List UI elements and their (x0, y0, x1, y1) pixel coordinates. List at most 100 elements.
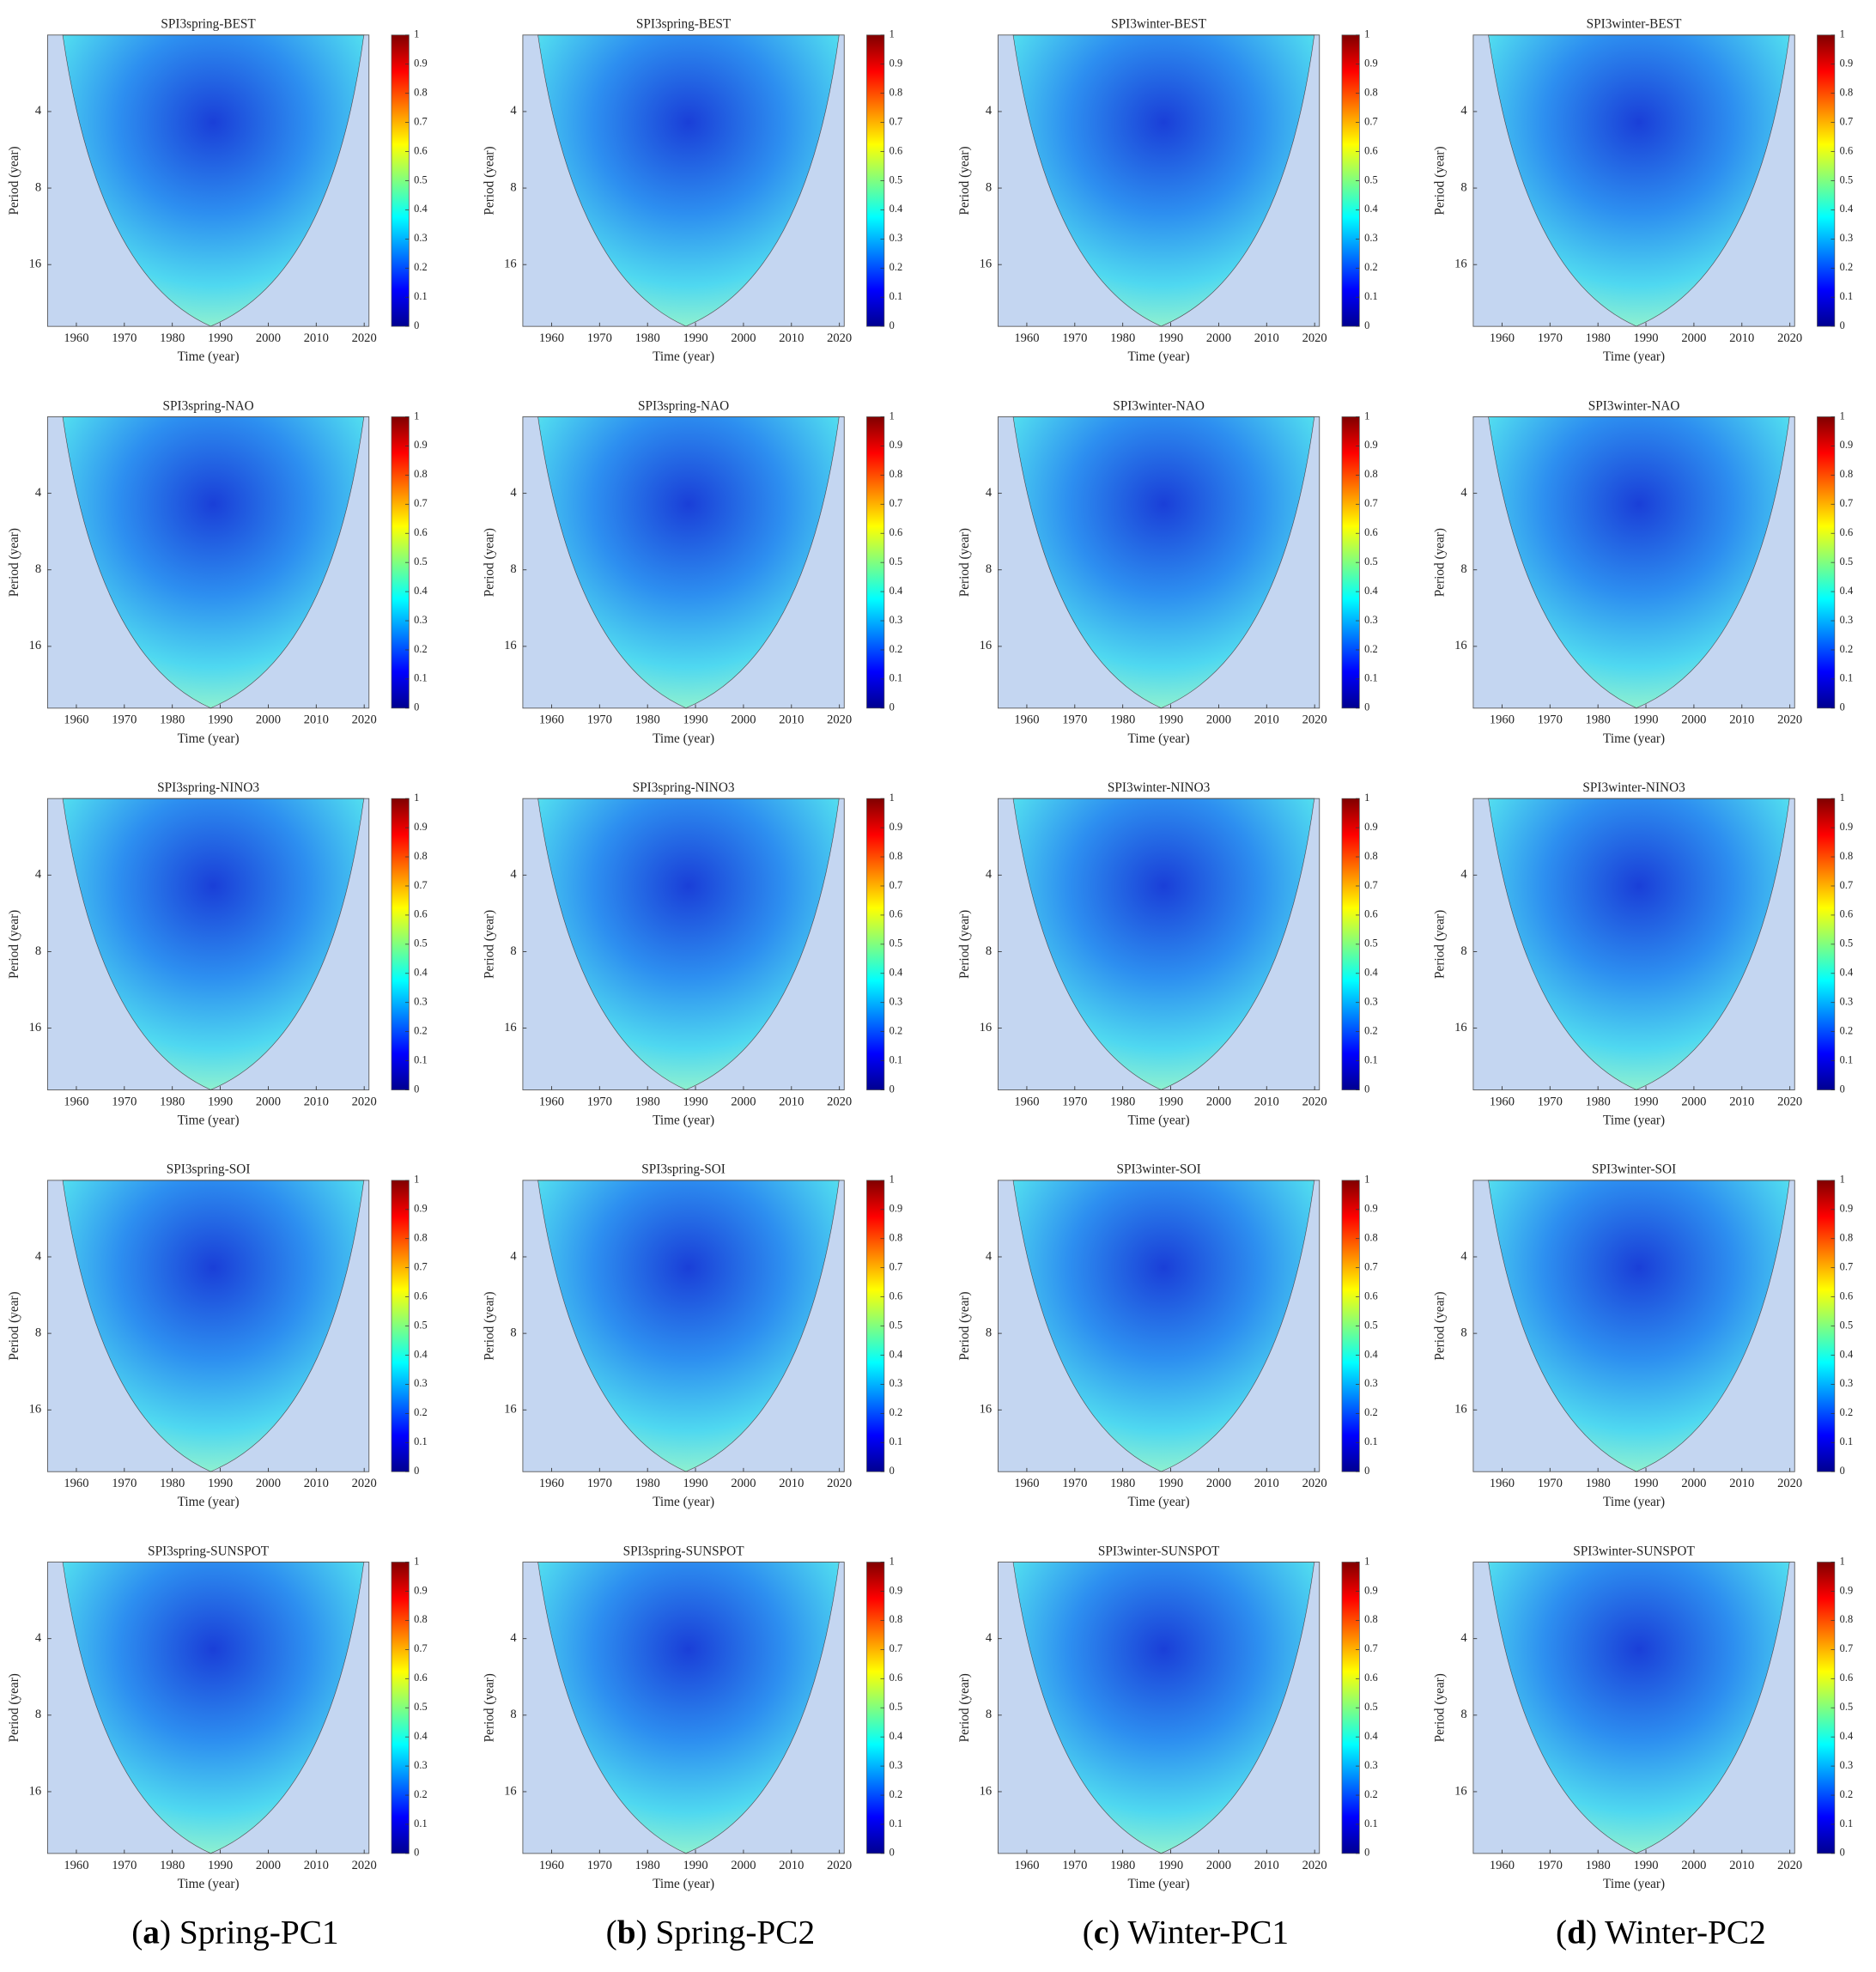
colorbar-tick-label: 0.8 (414, 468, 427, 480)
x-tick-label: 1980 (1586, 331, 1611, 345)
colorbar-tick-label: 0 (1840, 319, 1845, 331)
colorbar-tick-label: 0.6 (1364, 526, 1377, 538)
x-tick-label: 1990 (208, 331, 233, 345)
panel-title: SPI3winter-NINO3 (1108, 780, 1211, 795)
colorbar-tick-label: 0.5 (1840, 1701, 1853, 1713)
colorbar-tick-label: 0.8 (889, 1232, 902, 1244)
x-tick-label: 2020 (352, 1477, 377, 1490)
colorbar-tick-label: 0.2 (414, 1406, 427, 1418)
x-tick-label: 2020 (1777, 331, 1802, 345)
x-axis-label: Time (year) (1128, 349, 1190, 364)
colorbar-tick-label: 0.6 (1840, 144, 1853, 156)
x-axis-label: Time (year) (1128, 1495, 1190, 1509)
colorbar-tick-label: 1 (889, 410, 895, 422)
x-tick-label: 1960 (1014, 331, 1039, 345)
x-axis-label: Time (year) (1603, 1877, 1665, 1891)
colorbar-tick-label: 0.1 (1364, 290, 1377, 302)
colorbar-tick-label: 0.6 (1364, 908, 1377, 920)
colorbar-tick-label: 0.8 (1364, 1613, 1377, 1625)
colorbar-tick-label: 0.4 (1364, 1348, 1377, 1360)
x-tick-label: 1980 (635, 1477, 660, 1490)
x-tick-label: 1990 (683, 713, 708, 727)
y-tick-label: 8 (1460, 1708, 1466, 1721)
x-tick-label: 2000 (1681, 713, 1706, 727)
colorbar-tick-label: 0.9 (1364, 821, 1377, 833)
colorbar-tick-label: 0.3 (1364, 996, 1377, 1008)
colorbar-tick-label: 0 (1840, 1465, 1845, 1477)
x-axis-label: Time (year) (1603, 1113, 1665, 1127)
colorbar-tick-label: 0.5 (1364, 555, 1377, 567)
colorbar-tick-label: 0.1 (414, 290, 427, 302)
x-tick-label: 1960 (539, 1477, 564, 1490)
x-tick-label: 1980 (160, 1477, 185, 1490)
y-tick-label: 8 (35, 944, 41, 958)
colorbar-tick-label: 0.3 (889, 1759, 902, 1771)
colorbar-tick-label: 0.8 (889, 1613, 902, 1625)
colorbar-tick-label: 0.2 (889, 1025, 902, 1037)
x-axis-label: Time (year) (1603, 349, 1665, 364)
colorbar-tick-label: 0.8 (889, 87, 902, 99)
colorbar-tick-label: 0.2 (1364, 1406, 1377, 1418)
colorbar-tick-label: 0.8 (414, 87, 427, 99)
colorbar-tick-label: 0.5 (1840, 555, 1853, 567)
colorbar-tick-label: 0 (1364, 1083, 1369, 1095)
colorbar-tick-label: 0.8 (1840, 1232, 1853, 1244)
x-tick-label: 1990 (1633, 713, 1658, 727)
y-tick-label: 8 (35, 1326, 41, 1339)
colorbar-tick-label: 0.7 (1840, 1261, 1853, 1273)
x-tick-label: 1990 (683, 331, 708, 345)
colorbar-tick-label: 0.7 (1840, 879, 1853, 891)
x-axis-label: Time (year) (653, 1495, 714, 1509)
x-tick-label: 1970 (1062, 1477, 1087, 1490)
colorbar-tick-label: 0.5 (1840, 173, 1853, 185)
y-axis-label: Period (year) (483, 528, 497, 597)
x-axis-label: Time (year) (178, 349, 240, 364)
colorbar-tick-label: 0.5 (1840, 937, 1853, 950)
outside-cone-shade (522, 1562, 845, 1854)
colorbar-tick-label: 0.7 (1364, 1642, 1377, 1654)
colorbar-tick-label: 0.6 (1364, 1672, 1377, 1684)
colorbar-tick-label: 0 (889, 319, 895, 331)
colorbar-tick-label: 0.7 (414, 497, 427, 509)
x-tick-label: 1980 (635, 1859, 660, 1872)
colorbar-tick-label: 0.3 (1364, 1377, 1377, 1389)
x-axis-label: Time (year) (1603, 1495, 1665, 1509)
colorbar-tick-label: 0.4 (1364, 203, 1377, 215)
x-tick-label: 1990 (1158, 1859, 1183, 1872)
colorbar-tick-label: 0.4 (1364, 585, 1377, 597)
y-tick-label: 16 (980, 1403, 993, 1417)
colorbar-tick-label: 0.1 (1840, 1053, 1853, 1065)
colorbar-tick-label: 0.6 (414, 144, 427, 156)
colorbar-tick-label: 1 (1840, 792, 1845, 804)
x-tick-label: 1990 (1633, 1477, 1658, 1490)
x-tick-label: 1980 (1586, 713, 1611, 727)
outside-cone-shade (1472, 1180, 1795, 1472)
colorbar-tick-label: 0.7 (1364, 1261, 1377, 1273)
x-tick-label: 1990 (208, 1477, 233, 1490)
caption-paren: ( (606, 1914, 617, 1951)
y-tick-label: 4 (510, 1249, 517, 1263)
colorbar-tick-label: 0.5 (889, 1319, 902, 1331)
x-tick-label: 2000 (256, 1477, 281, 1490)
colorbar-tick-label: 0.8 (1364, 87, 1377, 99)
x-tick-label: 2020 (1302, 713, 1327, 727)
y-axis-label: Period (year) (1433, 1291, 1448, 1360)
x-tick-label: 1970 (1538, 331, 1563, 345)
panel-title: SPI3winter-SUNSPOT (1573, 1544, 1695, 1558)
panel-title: SPI3spring-BEST (636, 17, 732, 32)
colorbar-tick-label: 0.1 (889, 290, 902, 302)
colorbar-tick-label: 0.4 (414, 1348, 427, 1360)
x-axis-label: Time (year) (653, 1113, 714, 1127)
caption: (d) Winter-PC2 (1556, 1914, 1766, 1951)
colorbar-tick-label: 0.4 (1364, 967, 1377, 979)
colorbar-tick-label: 0.3 (889, 614, 902, 626)
x-tick-label: 1960 (539, 1095, 564, 1108)
plot-frame (46, 798, 370, 1090)
y-axis-label: Period (year) (957, 528, 972, 597)
colorbar-tick-label: 0.1 (1840, 1817, 1853, 1829)
y-tick-label: 16 (29, 1784, 42, 1798)
x-tick-label: 2000 (1681, 1859, 1706, 1872)
colorbar-tick-label: 1 (1364, 410, 1369, 422)
x-tick-label: 2020 (352, 1095, 377, 1108)
y-axis-label: Period (year) (7, 146, 21, 215)
